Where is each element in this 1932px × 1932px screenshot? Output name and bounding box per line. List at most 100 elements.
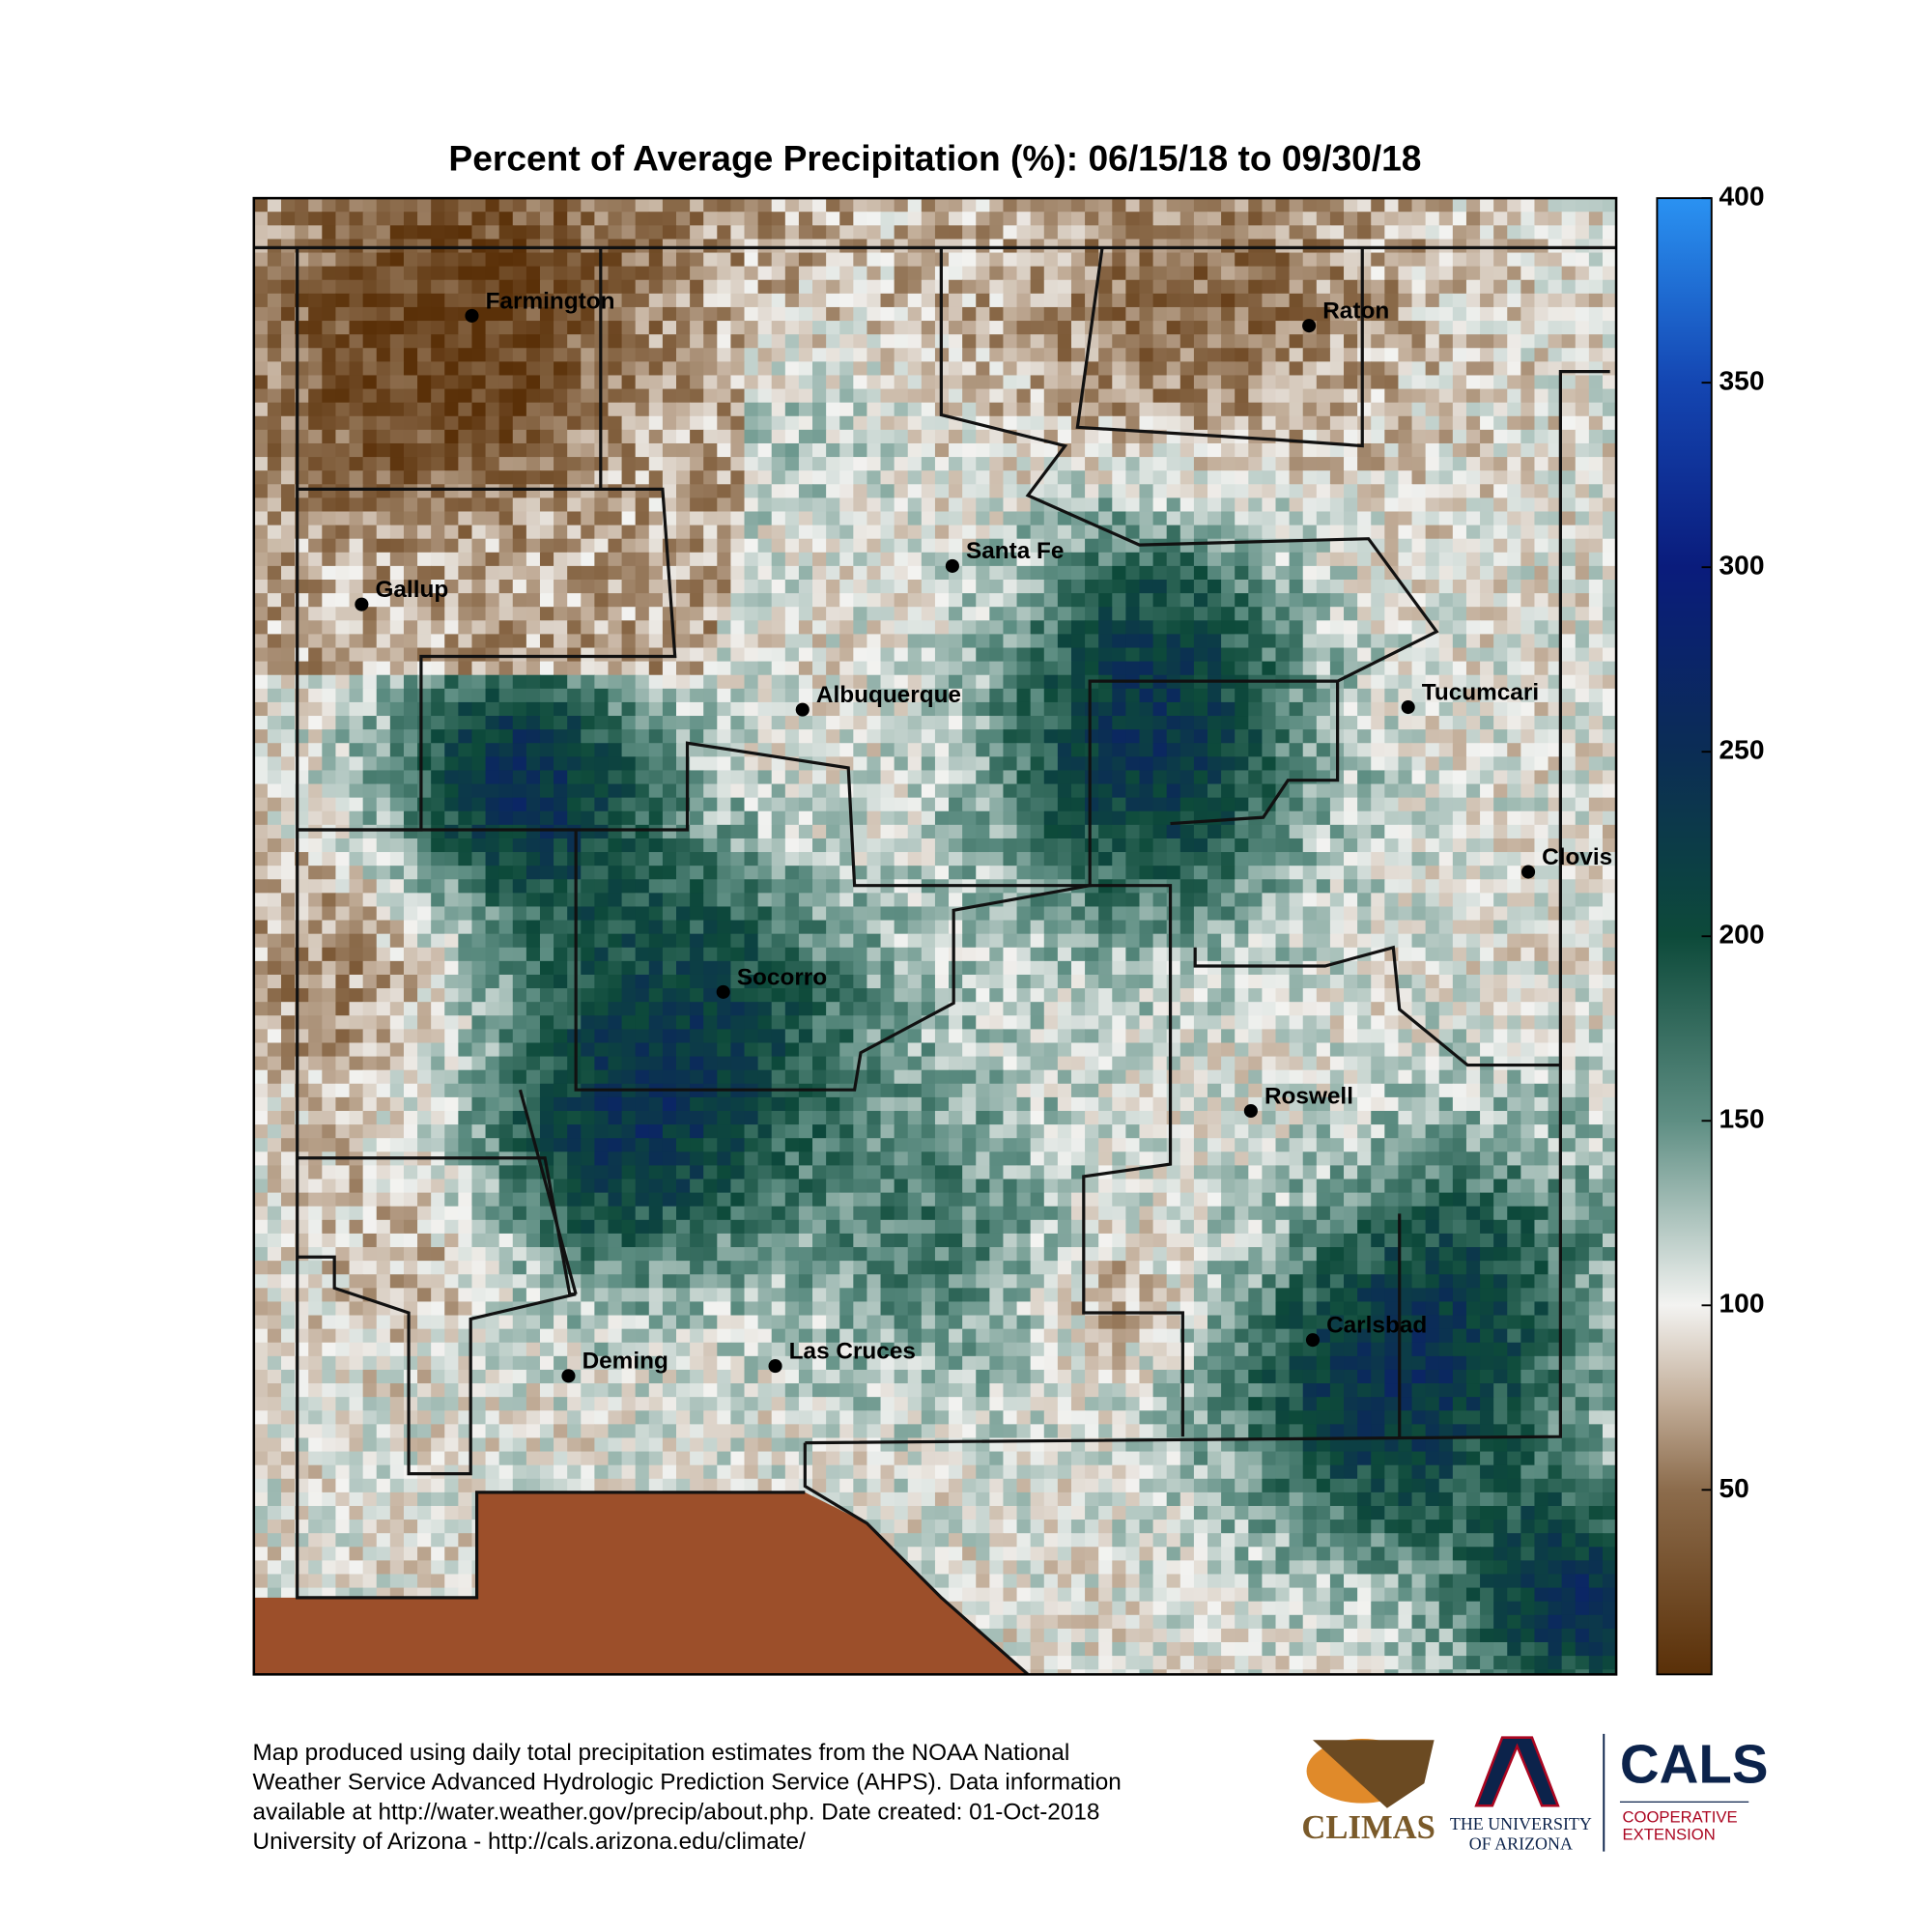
- precip-cell: [1235, 293, 1249, 308]
- precip-cell: [1316, 525, 1331, 540]
- precip-cell: [349, 348, 364, 362]
- precip-cell: [498, 674, 514, 690]
- precip-cell: [676, 484, 691, 499]
- precip-cell: [1098, 866, 1113, 880]
- precip-cell: [826, 429, 840, 444]
- precip-cell: [431, 701, 445, 717]
- precip-cell: [1548, 620, 1563, 636]
- precip-cell: [853, 470, 868, 485]
- precip-cell: [1507, 225, 1521, 241]
- precip-cell: [839, 743, 854, 757]
- precip-cell: [417, 783, 432, 799]
- precip-cell: [485, 620, 500, 636]
- precip-cell: [1235, 716, 1249, 730]
- precip-cell: [376, 306, 391, 322]
- precip-cell: [594, 511, 610, 526]
- precip-cell: [934, 484, 950, 499]
- precip-cell: [498, 334, 514, 349]
- precip-cell: [962, 429, 977, 444]
- precip-cell: [648, 756, 664, 772]
- precip-cell: [976, 497, 990, 513]
- precip-cell: [1139, 770, 1154, 785]
- precip-cell: [635, 388, 650, 404]
- precip-cell: [1316, 580, 1331, 594]
- precip-cell: [744, 442, 759, 458]
- precip-cell: [676, 225, 691, 241]
- precip-cell: [594, 783, 610, 799]
- precip-cell: [690, 225, 704, 241]
- precip-cell: [1302, 442, 1318, 458]
- precip-cell: [403, 797, 418, 812]
- precip-cell: [798, 361, 813, 377]
- precip-cell: [839, 593, 854, 608]
- precip-cell: [907, 538, 923, 554]
- precip-cell: [1016, 266, 1032, 281]
- precip-cell: [1384, 212, 1400, 226]
- precip-cell: [1384, 538, 1400, 554]
- precip-cell: [894, 538, 909, 554]
- precip-cell: [1085, 783, 1099, 799]
- precip-cell: [403, 565, 418, 581]
- precip-cell: [417, 552, 432, 567]
- precip-cell: [281, 306, 296, 322]
- precip-cell: [1248, 783, 1264, 799]
- precip-cell: [485, 321, 500, 335]
- precip-cell: [934, 620, 950, 636]
- precip-cell: [839, 497, 854, 513]
- precip-cell: [322, 239, 337, 254]
- precip-cell: [389, 457, 405, 471]
- precip-cell: [498, 388, 514, 404]
- precip-cell: [1575, 225, 1590, 241]
- precip-cell: [417, 797, 432, 812]
- precip-cell: [1548, 552, 1563, 567]
- precip-cell: [376, 538, 391, 554]
- precip-cell: [253, 511, 269, 526]
- precip-cell: [1057, 661, 1072, 676]
- precip-cell: [444, 701, 459, 717]
- precip-cell: [512, 484, 527, 499]
- precip-cell: [1166, 593, 1181, 608]
- precip-cell: [1493, 198, 1508, 213]
- precip-cell: [512, 565, 527, 581]
- precip-cell: [1193, 415, 1208, 431]
- precip-cell: [526, 402, 541, 417]
- precip-cell: [512, 688, 527, 703]
- precip-cell: [717, 321, 732, 335]
- precip-cell: [376, 580, 391, 594]
- precip-cell: [635, 607, 650, 621]
- precip-cell: [253, 607, 269, 621]
- precip-cell: [1070, 743, 1086, 757]
- precip-cell: [1166, 770, 1181, 785]
- precip-cell: [1152, 361, 1168, 377]
- precip-cell: [1316, 783, 1331, 799]
- precip-cell: [662, 756, 677, 772]
- precip-cell: [690, 497, 704, 513]
- precip-cell: [717, 511, 732, 526]
- precip-cell: [1465, 321, 1481, 335]
- precip-cell: [744, 266, 759, 281]
- precip-cell: [1152, 225, 1168, 241]
- precip-cell: [458, 688, 473, 703]
- precip-cell: [921, 852, 936, 867]
- precip-cell: [989, 266, 1005, 281]
- precip-cell: [1262, 824, 1277, 839]
- precip-cell: [1357, 266, 1372, 281]
- precip-cell: [1003, 442, 1018, 458]
- precip-cell: [1139, 470, 1154, 485]
- precip-cell: [894, 334, 909, 349]
- precip-cell: [322, 866, 337, 880]
- precip-cell: [812, 457, 827, 471]
- precip-cell: [594, 593, 610, 608]
- precip-cell: [1425, 361, 1440, 377]
- precip-cell: [376, 321, 391, 335]
- precip-cell: [839, 239, 854, 254]
- precip-cell: [880, 442, 895, 458]
- precip-cell: [1411, 402, 1427, 417]
- precip-cell: [867, 701, 882, 717]
- precip-cell: [976, 770, 990, 785]
- precip-cell: [1452, 388, 1467, 404]
- precip-cell: [690, 580, 704, 594]
- precip-cell: [1098, 225, 1113, 241]
- precip-cell: [1316, 388, 1331, 404]
- precip-cell: [1357, 511, 1372, 526]
